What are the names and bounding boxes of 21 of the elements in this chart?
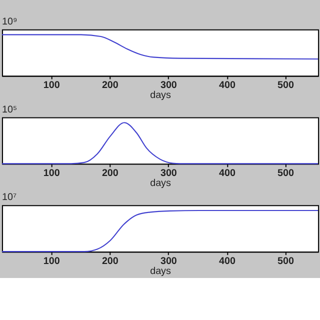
text: 10⁷ (2, 192, 17, 204)
x-axis-title: days (150, 90, 171, 102)
x-tick-label: 100 (43, 168, 60, 180)
x-tick-label: 400 (218, 80, 236, 92)
text: 10⁹ (2, 16, 18, 28)
x-tick-label: 300 (160, 80, 178, 92)
x-tick-label: 100 (43, 256, 60, 267)
x-tick-label: 500 (278, 168, 294, 180)
text: 10⁵ (2, 104, 18, 116)
x-tick-label: 200 (102, 168, 119, 180)
x-axis-title: days (150, 266, 171, 277)
x-tick-label: 200 (102, 80, 119, 92)
x-tick-label: 300 (160, 168, 178, 180)
x-axis-title: days (150, 178, 171, 189)
x-tick-label: 400 (218, 168, 236, 180)
x-tick-label: 300 (160, 256, 178, 267)
x-tick-label: 400 (218, 256, 236, 267)
x-tick-label: 200 (102, 256, 119, 267)
x-tick-label: 500 (278, 80, 294, 92)
x-tick-label: 100 (43, 80, 60, 92)
x-tick-label: 500 (278, 256, 294, 267)
